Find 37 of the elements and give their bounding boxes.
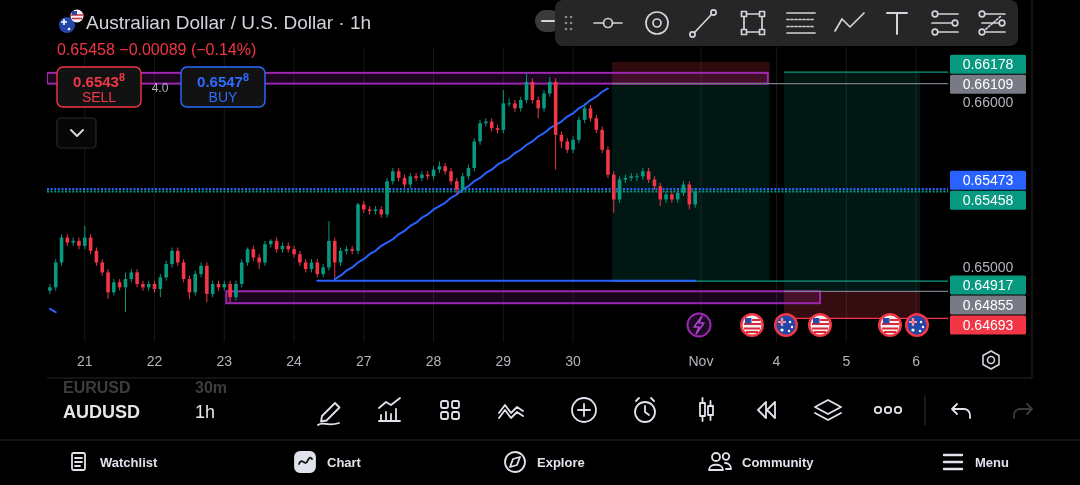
x-tick-label: 30 bbox=[565, 353, 582, 369]
ref-line-label: 0.64917 bbox=[962, 276, 1014, 293]
annotation: 0.6543$^{8}$ bbox=[73, 71, 125, 90]
chart-title: Australian Dollar / U.S. Dollar · 1h bbox=[86, 12, 372, 33]
x-tick-label: 21 bbox=[76, 353, 93, 369]
x-tick-label: 22 bbox=[146, 353, 163, 369]
text: 1h bbox=[195, 402, 216, 422]
x-tick-label: 23 bbox=[216, 353, 233, 369]
text: AUDUSD bbox=[63, 402, 141, 422]
text: Community bbox=[742, 455, 815, 470]
x-tick-label: Nov bbox=[688, 353, 714, 369]
annotation: SELL bbox=[81, 89, 117, 105]
x-tick-label: 6 bbox=[912, 353, 921, 369]
annotation: 4.0 bbox=[151, 81, 169, 95]
x-tick-label: 28 bbox=[425, 353, 442, 369]
annotation: 0.6547$^{8}$ bbox=[197, 71, 249, 90]
text: EURUSD bbox=[63, 379, 131, 396]
ref-line-label: 0.66109 bbox=[962, 76, 1014, 93]
chart-subtitle: 0.65458 −0.00089 (−0.14%) bbox=[57, 41, 257, 58]
x-tick-label: 29 bbox=[495, 353, 512, 369]
ref-line-label: 0.64693 bbox=[962, 316, 1014, 333]
y-tick-label: 0.65000 bbox=[962, 259, 1014, 276]
annotation: BUY bbox=[208, 89, 239, 105]
x-tick-label: 4 bbox=[772, 353, 781, 369]
x-tick-label: 27 bbox=[356, 353, 372, 369]
y-tick-label: 0.66000 bbox=[962, 93, 1014, 110]
ref-line-label: 0.64855 bbox=[962, 296, 1014, 313]
text: 30m bbox=[195, 379, 228, 396]
ref-line-label: 0.66178 bbox=[962, 56, 1014, 73]
ref-line-label: 0.65458 bbox=[962, 192, 1014, 209]
x-tick-label: 24 bbox=[286, 353, 303, 369]
text: Watchlist bbox=[100, 455, 158, 470]
text: Menu bbox=[975, 455, 1009, 470]
text: Chart bbox=[327, 455, 362, 470]
x-tick-label: 5 bbox=[842, 353, 851, 369]
ref-line-label: 0.65473 bbox=[962, 172, 1014, 189]
text: Explore bbox=[537, 455, 585, 470]
